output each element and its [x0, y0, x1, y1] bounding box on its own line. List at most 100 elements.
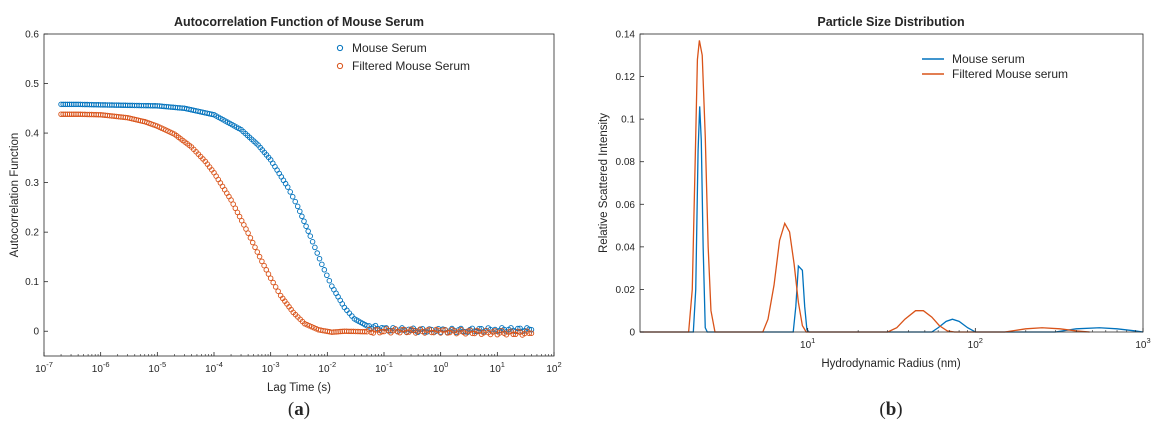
- data-point: [344, 307, 350, 314]
- y-tick-label: 0.1: [25, 277, 39, 288]
- data-point: [465, 328, 471, 334]
- data-point: [368, 329, 374, 336]
- series-line-mouse-serum: [640, 106, 1144, 333]
- y-tick-label: 0.1: [621, 115, 635, 126]
- data-point: [349, 313, 355, 319]
- data-point: [326, 277, 333, 284]
- y-tick-label: 0: [33, 327, 39, 338]
- x-tick-label: 103: [1135, 336, 1150, 351]
- x-tick-label: 10-5: [148, 360, 166, 375]
- chart-title: Particle Size Distribution: [817, 15, 964, 29]
- data-point: [232, 205, 239, 212]
- data-point: [469, 330, 476, 337]
- data-point: [314, 250, 320, 256]
- y-tick-label: 0.3: [25, 178, 39, 189]
- data-point: [208, 111, 215, 118]
- chart-autocorrelation: Autocorrelation Function of Mouse Serum …: [9, 15, 562, 420]
- y-tick-label: 0.4: [25, 129, 39, 140]
- chart-title: Autocorrelation Function of Mouse Serum: [174, 15, 424, 29]
- x-tick-label: 101: [800, 336, 815, 351]
- legend-label: Filtered Mouse serum: [952, 67, 1068, 81]
- data-point: [297, 208, 303, 215]
- y-tick-label: 0.14: [616, 30, 636, 41]
- data-point: [321, 267, 328, 273]
- legend-marker: [336, 44, 344, 52]
- y-axis-label: Relative Scattered Intensity: [598, 113, 610, 253]
- data-point: [287, 189, 293, 195]
- data-point: [312, 244, 318, 251]
- data-point: [462, 329, 469, 335]
- legend-label: Mouse serum: [952, 52, 1025, 66]
- series-line-filtered-mouse-serum: [640, 40, 1090, 333]
- data-point: [307, 233, 314, 239]
- data-point: [316, 255, 323, 262]
- data-point: [245, 230, 251, 236]
- data-point: [440, 327, 446, 333]
- plot-frame: [639, 33, 1144, 333]
- data-point: [319, 261, 325, 268]
- data-point: [292, 198, 298, 205]
- series-filtered-mouse-serum: [58, 111, 535, 338]
- x-tick-label: 101: [490, 360, 505, 375]
- legend-label: Filtered Mouse Serum: [352, 59, 470, 73]
- plot-frame: [43, 33, 555, 357]
- data-point: [510, 331, 517, 337]
- data-point: [289, 193, 296, 200]
- data-point: [230, 201, 236, 207]
- data-point: [284, 184, 291, 190]
- y-tick-label: 0.08: [616, 157, 636, 168]
- data-point: [428, 329, 435, 336]
- data-point: [275, 288, 281, 294]
- x-tick-label: 100: [433, 360, 448, 375]
- y-axis-label: Autocorrelation Function: [9, 133, 21, 258]
- x-tick-label: 102: [968, 336, 983, 351]
- data-point: [361, 328, 368, 335]
- x-axis-label: Hydrodynamic Radius (nm): [821, 358, 960, 370]
- legend-marker: [336, 62, 344, 70]
- data-point: [254, 249, 261, 255]
- data-point: [252, 244, 258, 251]
- data-point: [341, 304, 348, 311]
- data-point: [303, 223, 309, 229]
- legend-label: Mouse Serum: [352, 41, 427, 55]
- data-point: [444, 330, 451, 336]
- x-tick-label: 10-6: [92, 360, 110, 375]
- data-point: [265, 271, 272, 277]
- data-point: [270, 279, 276, 286]
- series-mouse-serum: [58, 101, 535, 336]
- data-point: [505, 329, 512, 335]
- y-tick-label: 0.06: [616, 200, 636, 211]
- data-point: [305, 228, 311, 234]
- data-point: [247, 235, 254, 241]
- data-point: [238, 217, 245, 224]
- data-point: [379, 328, 385, 335]
- data-point: [403, 329, 410, 336]
- y-tick-label: 0.12: [616, 72, 636, 83]
- data-point: [259, 258, 265, 265]
- data-point: [267, 275, 274, 281]
- data-point: [234, 209, 241, 216]
- data-point: [528, 330, 535, 336]
- data-point: [241, 222, 247, 228]
- data-point: [249, 239, 256, 246]
- y-tick-label: 0.04: [616, 242, 636, 253]
- data-point: [299, 213, 305, 220]
- y-tick-label: 0.2: [25, 228, 39, 239]
- x-tick-label: 10-3: [262, 360, 280, 375]
- data-point: [399, 327, 405, 333]
- data-point: [309, 239, 316, 245]
- x-tick-label: 102: [546, 360, 561, 375]
- x-tick-label: 10-2: [318, 360, 336, 375]
- data-point: [346, 310, 353, 316]
- data-point: [294, 203, 301, 210]
- data-point: [263, 267, 270, 273]
- x-tick-label: 10-7: [35, 360, 53, 375]
- data-point: [228, 197, 234, 203]
- data-point: [526, 330, 532, 337]
- y-tick-label: 0.6: [25, 30, 39, 41]
- x-axis-label: Lag Time (s): [267, 382, 331, 394]
- y-tick-label: 0.02: [616, 285, 636, 296]
- chart-particle-size: Particle Size Distribution 0 0.02 0.04 0.06…: [598, 15, 1151, 420]
